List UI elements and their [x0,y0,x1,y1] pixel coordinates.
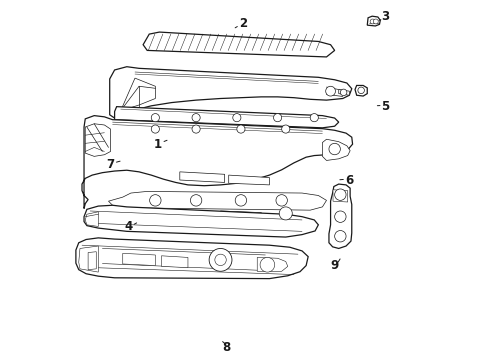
Text: 7: 7 [106,158,115,171]
Circle shape [326,86,336,96]
Text: 2: 2 [239,17,247,30]
Polygon shape [322,139,350,161]
Circle shape [192,125,200,133]
Polygon shape [143,32,335,57]
Circle shape [192,113,200,122]
Circle shape [273,113,282,122]
Text: 1: 1 [153,138,161,150]
Polygon shape [220,211,261,219]
Circle shape [335,211,346,222]
Circle shape [215,254,226,266]
Polygon shape [355,85,367,96]
Circle shape [373,19,378,24]
Polygon shape [164,210,196,217]
Circle shape [335,230,346,242]
Polygon shape [82,116,353,208]
Circle shape [279,207,292,220]
Circle shape [191,195,202,206]
Text: 8: 8 [222,341,231,354]
Polygon shape [85,124,111,156]
Text: 4: 4 [125,220,133,233]
Circle shape [276,195,287,206]
Polygon shape [76,238,308,279]
Circle shape [235,195,246,206]
Polygon shape [339,90,349,95]
Polygon shape [229,175,270,185]
Circle shape [370,19,375,24]
Text: 3: 3 [382,10,390,23]
Text: 9: 9 [331,259,339,272]
Circle shape [151,125,159,133]
Circle shape [237,125,245,133]
Circle shape [282,125,290,133]
Polygon shape [85,212,98,226]
Polygon shape [333,190,348,202]
Polygon shape [110,67,352,118]
Polygon shape [79,246,98,272]
Circle shape [358,87,365,94]
Polygon shape [121,78,155,111]
Circle shape [329,143,341,155]
Circle shape [151,113,159,122]
Circle shape [209,248,232,271]
Polygon shape [115,107,339,128]
Polygon shape [257,257,288,271]
Text: 5: 5 [382,100,390,113]
Polygon shape [367,16,380,26]
Circle shape [310,113,318,122]
Text: 6: 6 [345,174,353,186]
Circle shape [260,257,275,272]
Polygon shape [123,253,155,266]
Polygon shape [84,205,318,237]
Polygon shape [108,192,326,210]
Circle shape [341,89,347,96]
Polygon shape [180,172,224,183]
Polygon shape [88,252,96,270]
Circle shape [233,113,241,122]
Polygon shape [329,184,352,248]
Polygon shape [162,256,188,267]
Circle shape [335,189,346,201]
Circle shape [149,195,161,206]
